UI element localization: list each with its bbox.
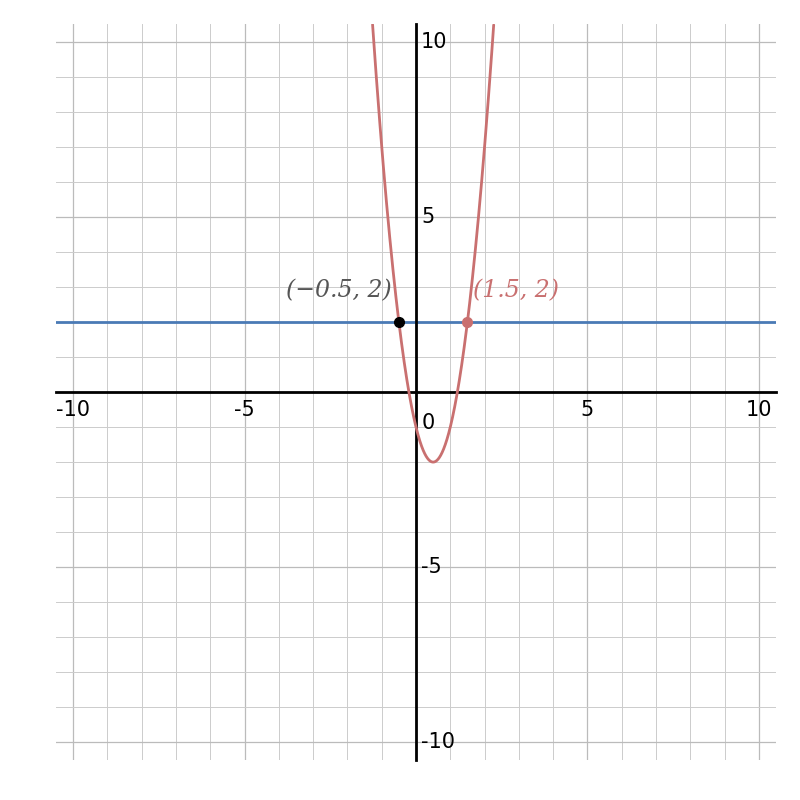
Text: 5: 5 [421, 206, 434, 226]
Text: 0: 0 [421, 413, 434, 433]
Text: (1.5, 2): (1.5, 2) [473, 280, 558, 302]
Text: -10: -10 [421, 733, 455, 753]
Text: 10: 10 [421, 31, 448, 51]
Text: (−0.5, 2): (−0.5, 2) [286, 280, 392, 302]
Text: -5: -5 [421, 558, 442, 578]
